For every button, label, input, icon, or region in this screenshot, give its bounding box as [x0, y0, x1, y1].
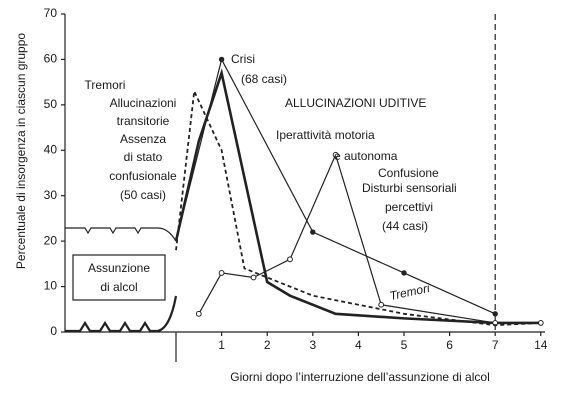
point [287, 256, 293, 263]
alcohol-intake-line [65, 227, 177, 242]
x-tick-label: 4 [355, 338, 362, 352]
y-tick-label: 20 [44, 233, 58, 247]
point [401, 270, 407, 276]
annotation: Disturbi sensoriali [362, 181, 457, 195]
point [250, 274, 257, 281]
y-tick-label: 60 [44, 52, 58, 66]
series-line [198, 153, 541, 324]
x-tick-label: 6 [446, 338, 453, 352]
x-tick-label: 7 [492, 338, 499, 352]
y-axis-label: Percentuale di insorgenza in ciascun gru… [14, 33, 28, 269]
point [492, 311, 498, 317]
annotation: (50 casi) [120, 188, 166, 202]
y-tick-label: 70 [44, 6, 58, 20]
annotation: di stato [124, 150, 163, 164]
series-line [175, 87, 541, 327]
annotation: (44 casi) [382, 219, 428, 233]
x-axis-label: Giorni dopo l’interruzione dell’assunzio… [230, 370, 489, 384]
alcohol-intake-baseline [65, 295, 178, 333]
x-tick-label: 14 [534, 338, 548, 352]
annotation: di alcol [100, 280, 137, 294]
y-tick-label: 0 [50, 324, 57, 338]
point [195, 310, 202, 317]
point [332, 151, 339, 158]
annotation: e autonoma [334, 149, 398, 163]
annotation: percettivi [385, 200, 433, 214]
point [310, 229, 316, 235]
x-tick-label: 5 [401, 338, 408, 352]
y-tick-label: 10 [44, 279, 58, 293]
annotation: ALLUCINAZIONI UDITIVE [285, 96, 426, 110]
annotation: Crisi [231, 52, 255, 66]
point [218, 56, 225, 63]
annotation: Confusione [378, 166, 439, 180]
annotation: transitorie [117, 114, 170, 128]
point [378, 301, 385, 308]
annotation: Assunzione [88, 261, 150, 275]
x-tick-label: 3 [309, 338, 316, 352]
annotation: Iperattività motoria [276, 128, 375, 142]
annotation: Allucinazioni [110, 96, 177, 110]
annotation: (68 casi) [241, 72, 287, 86]
y-tick-label: 50 [44, 97, 58, 111]
annotation: Tremori [85, 78, 126, 92]
y-tick-label: 30 [44, 188, 58, 202]
point [218, 270, 225, 276]
x-tick-label: 2 [264, 338, 271, 352]
annotation: Tremori [388, 281, 431, 303]
annotation: Assenza [120, 132, 166, 146]
annotation: confusionale [109, 169, 177, 183]
y-tick-label: 40 [44, 142, 58, 156]
intake-box [72, 254, 166, 301]
x-tick-label: 1 [218, 338, 225, 352]
